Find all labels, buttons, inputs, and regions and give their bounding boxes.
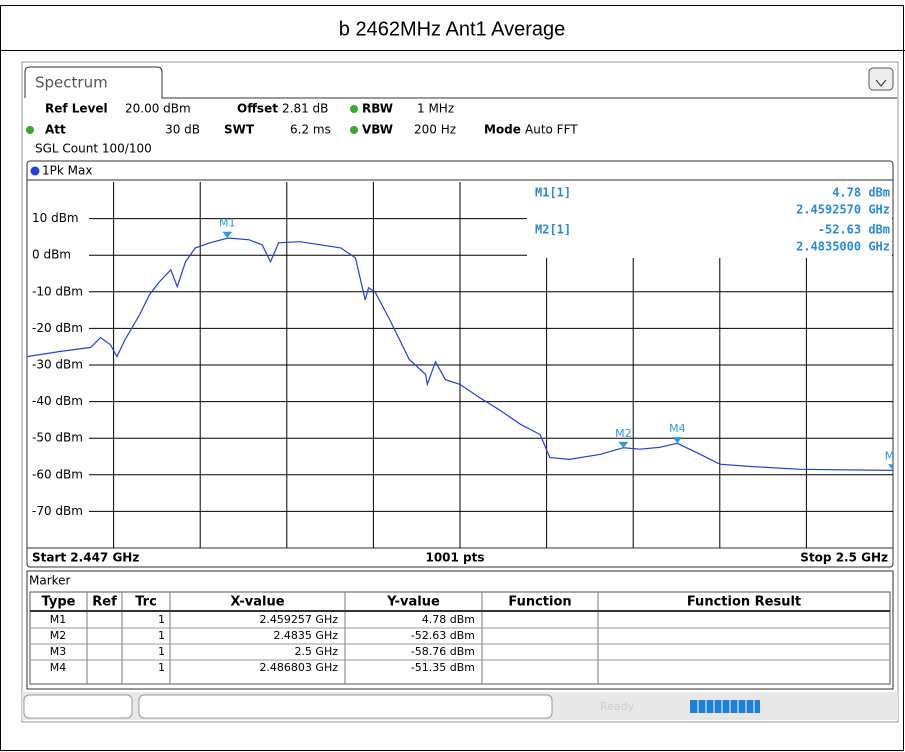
setting-value: 6.2 ms [290, 123, 331, 137]
marker-label: M3 [885, 449, 902, 462]
readout-name: M2[1] [535, 223, 571, 237]
readout-name: M1[1] [535, 186, 571, 200]
tab-label[interactable]: Spectrum [35, 74, 108, 92]
sgl-count: SGL Count 100/100 [35, 142, 152, 156]
progress-indicator [690, 700, 760, 713]
marker-triangle [222, 231, 233, 238]
cell-x: 2.4835 GHz [273, 629, 338, 642]
trace-dot [30, 166, 40, 176]
table-frame [29, 591, 891, 685]
cell-trace: 1 [158, 645, 165, 658]
status-dot [350, 105, 358, 113]
cell-type: M2 [50, 629, 67, 642]
cell-x: 2.486803 GHz [259, 661, 338, 674]
y-tick-label: -70 dBm [32, 504, 83, 518]
cell-y: -52.63 dBm [411, 629, 475, 642]
column-header: Function [508, 595, 571, 610]
setting-label: Offset [237, 102, 278, 116]
cell-y: 4.78 dBm [422, 613, 475, 626]
y-tick-label: -10 dBm [32, 284, 83, 298]
menu-icon[interactable] [868, 67, 894, 91]
setting-label: Mode [484, 123, 521, 137]
marker-triangle [618, 441, 629, 448]
column-header: Trc [135, 595, 157, 610]
marker-triangle [672, 437, 683, 444]
column-header: Type [42, 595, 76, 610]
readout-level: 4.78 dBm [832, 186, 890, 200]
marker-triangle [888, 464, 893, 471]
status-field [23, 694, 133, 719]
column-header: Ref [92, 595, 117, 610]
status-field [138, 694, 553, 719]
cell-type: M3 [50, 645, 67, 658]
y-tick-label: -40 dBm [32, 394, 83, 408]
cell-type: M4 [50, 661, 67, 674]
setting-value: 20.00 dBm [125, 102, 191, 116]
marker-label: M2 [615, 427, 632, 440]
trace-label: 1Pk Max [42, 164, 92, 178]
column-header: X-value [230, 595, 284, 610]
cell-y: -58.76 dBm [411, 645, 475, 658]
setting-label: Ref Level [45, 102, 108, 116]
readout-frequency: 2.4835000 GHz [796, 240, 890, 254]
ready-status: Ready [600, 700, 635, 713]
cell-x: 2.5 GHz [294, 645, 338, 658]
cell-trace: 1 [158, 661, 165, 674]
readout-level: -52.63 dBm [818, 223, 890, 237]
y-tick-label: 0 dBm [32, 248, 71, 262]
status-dot [350, 126, 358, 134]
start-label: Start 2.447 GHz [32, 551, 139, 565]
setting-label: VBW [362, 123, 393, 137]
marker-label: M4 [669, 422, 686, 435]
marker-panel [26, 570, 894, 690]
setting-label: Att [45, 123, 66, 137]
y-tick-label: 10 dBm [32, 211, 79, 225]
column-header: Function Result [687, 595, 801, 610]
cell-trace: 1 [158, 613, 165, 626]
setting-value: 1 MHz [417, 102, 454, 116]
setting-value: 30 dB [165, 123, 200, 137]
readout-box [527, 182, 892, 258]
y-tick-label: -60 dBm [32, 467, 83, 481]
y-tick-label: -30 dBm [32, 358, 83, 372]
setting-value: Auto FFT [525, 123, 578, 137]
menu-icon-arrow [875, 79, 887, 87]
setting-label: SWT [224, 123, 255, 137]
cell-x: 2.459257 GHz [259, 613, 338, 626]
readout-frequency: 2.4592570 GHz [796, 203, 890, 217]
column-header: Y-value [386, 595, 440, 610]
points-label: 1001 pts [425, 551, 484, 565]
y-tick-label: -20 dBm [32, 321, 83, 335]
tab-outline [24, 66, 897, 99]
y-tick-label: -50 dBm [32, 431, 83, 445]
setting-value: 2.81 dB [282, 102, 328, 116]
setting-label: RBW [362, 102, 393, 116]
stop-label: Stop 2.5 GHz [800, 551, 888, 565]
setting-value: 200 Hz [414, 123, 456, 137]
marker-title: Marker [29, 574, 71, 588]
cell-y: -51.35 dBm [411, 661, 475, 674]
marker-label: M1 [219, 217, 236, 230]
cell-trace: 1 [158, 629, 165, 642]
page-title: b 2462MHz Ant1 Average [339, 18, 565, 40]
cell-type: M1 [50, 613, 67, 626]
status-dot [26, 126, 34, 134]
